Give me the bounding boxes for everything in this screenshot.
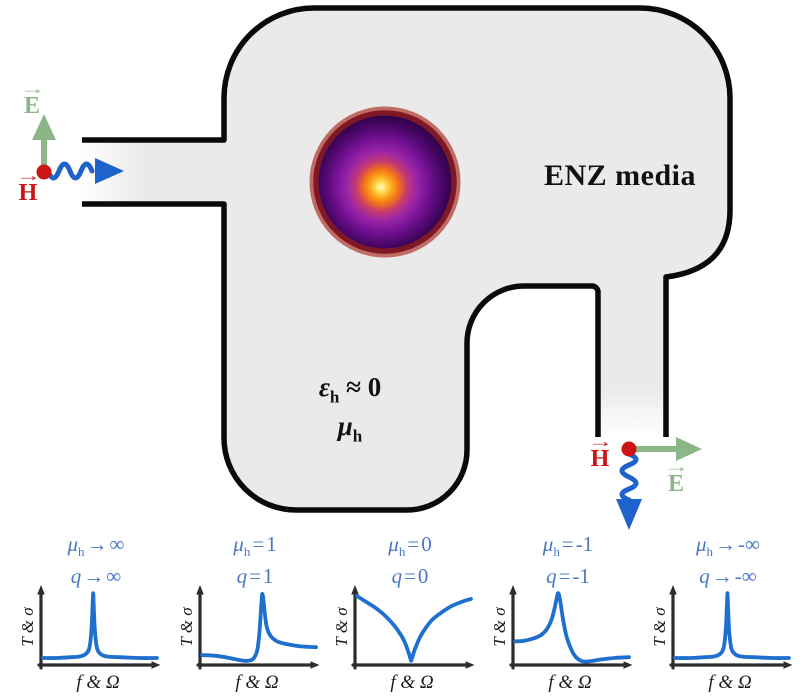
input-wave-arrowhead [95,158,124,184]
host-permeability-label: μh [337,411,363,446]
particle-outer-glow-ring [309,106,461,258]
mu-condition-label: μh→∞ [67,532,125,560]
resonance-plot-2: μh=1 q=1 T & σ f & Ω [177,531,333,697]
output-h-field-dot [621,441,637,457]
mu-condition-label: μh=1 [233,532,277,560]
resonance-curve [673,591,791,660]
resonance-curve [41,591,159,660]
vector-arrow-accent: → [19,79,45,98]
input-h-field-dot [36,164,52,180]
q-condition-label: q=0 [391,564,429,589]
enz-body-outline-lower [82,201,601,513]
plot-canvas [509,585,633,670]
plot-canvas [669,585,793,670]
x-axis-label: f & Ω [548,672,592,693]
plot-4-titles: μh=-1 q=-1 [490,532,646,589]
plot-canvas [37,585,161,670]
output-wave-arrowhead [616,499,642,530]
x-axis-label: f & Ω [76,672,120,693]
output-h-field-label: → H [587,432,613,472]
resonance-curve [200,591,318,663]
plot-5-titles: μh→-∞ q→-∞ [650,532,802,589]
resonance-plot-5: μh→-∞ q→-∞ T & σ f & Ω [650,531,802,697]
x-axis-label: f & Ω [708,672,752,693]
plot-canvas [351,585,475,670]
doped-particle [309,106,461,258]
input-port [32,114,124,184]
enz-media-label: ENZ media [543,159,696,192]
input-e-field-arrowhead [32,114,56,140]
mu-condition-label: μh=-1 [542,532,594,560]
plot-canvas [196,585,320,670]
vector-arrow-accent: → [15,166,41,185]
antiresonance-curve [355,594,473,663]
enz-body-outline-upper [82,5,733,437]
q-condition-label: q=-1 [546,564,590,589]
input-wave-arrow [45,161,95,181]
waveguide-diagram [32,5,733,530]
input-e-field-label: → E [19,79,45,119]
x-axis-label: f & Ω [235,672,279,693]
x-axis-label: f & Ω [390,672,434,693]
input-h-field-label: → H [15,166,41,206]
resonance-plot-1: μh→∞ q→∞ T & σ f & Ω [18,531,174,697]
vector-arrow-accent: → [587,432,613,451]
particle-rim-ring [313,110,457,254]
vector-arrow-accent: → [663,457,689,476]
output-port [616,437,702,530]
q-condition-label: q=1 [236,564,274,589]
output-e-field-label: → E [663,457,689,497]
resonance-plot-3: μh=0 q=0 T & σ f & Ω [332,531,488,697]
output-wave-arrow [619,451,639,503]
plot-2-titles: μh=1 q=1 [177,532,333,589]
output-e-field-arrowhead [676,437,702,461]
enz-body [82,8,730,510]
mu-condition-label: μh→-∞ [695,532,760,560]
q-condition-label: q→-∞ [699,564,757,589]
resonance-plot-4: μh=-1 q=-1 T & σ f & Ω [490,531,646,697]
q-condition-label: q→∞ [70,564,122,589]
particle-gradient-core [318,115,452,249]
resonance-curve [513,591,631,664]
plot-3-titles: μh=0 q=0 [332,532,488,589]
output-port-fade [601,388,663,437]
plot-1-titles: μh→∞ q→∞ [18,532,174,589]
mu-condition-label: μh=0 [388,532,432,560]
host-permittivity-label: εh ≈ 0 [318,372,382,407]
